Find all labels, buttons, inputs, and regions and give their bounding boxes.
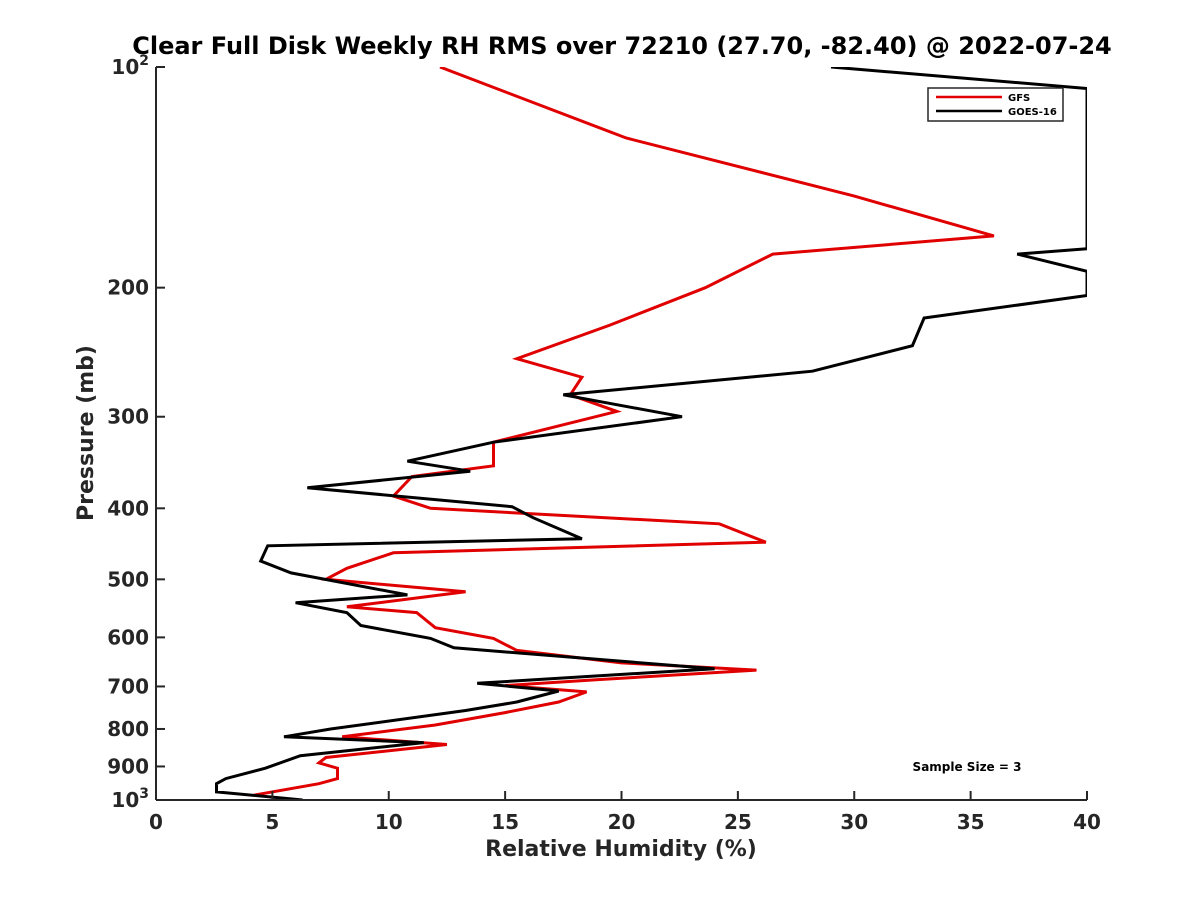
y-axis-label: Pressure (mb) <box>74 345 99 521</box>
y-tick-label: 200 <box>107 276 149 300</box>
ticks: 0 5 10 15 20 25 30 35 40102200300400500600700800… <box>107 53 1101 834</box>
sample-size-annotation: Sample Size = 3 <box>913 760 1022 774</box>
y-tick-label: 400 <box>107 496 149 520</box>
y-tick-label: 103 <box>111 786 149 812</box>
series-line-gfs <box>253 67 995 797</box>
series-layer <box>215 67 1087 800</box>
y-tick-label: 102 <box>111 53 149 79</box>
x-tick-label: 30 <box>840 810 868 834</box>
x-tick-label: 20 <box>608 810 636 834</box>
x-tick-label: 40 <box>1073 810 1101 834</box>
x-tick-label: 10 <box>375 810 403 834</box>
chart-title: Clear Full Disk Weekly RH RMS over 72210… <box>132 32 1112 60</box>
series-line-goes16 <box>215 67 1087 800</box>
y-tick-label-exponent: 2 <box>139 53 149 69</box>
legend-label-goes16: GOES-16 <box>1008 107 1057 118</box>
y-tick-label: 900 <box>107 754 149 778</box>
x-tick-label: 35 <box>957 810 985 834</box>
x-tick-label: 5 <box>265 810 279 834</box>
legend-box <box>927 87 1064 122</box>
y-tick-label: 800 <box>107 717 149 741</box>
y-tick-label: 500 <box>107 567 149 591</box>
legend: GFS GOES-16 <box>927 87 1064 122</box>
y-tick-label-exponent: 3 <box>139 786 149 802</box>
y-tick-label: 600 <box>107 625 149 649</box>
y-tick-label-base: 10 <box>111 788 139 812</box>
x-axis-label: Relative Humidity (%) <box>485 837 757 862</box>
x-tick-label: 25 <box>724 810 752 834</box>
legend-label-gfs: GFS <box>1008 93 1030 104</box>
y-tick-label-base: 10 <box>111 55 139 79</box>
x-tick-label: 15 <box>491 810 519 834</box>
y-tick-label: 300 <box>107 405 149 429</box>
y-tick-label: 700 <box>107 674 149 698</box>
x-tick-label: 0 <box>149 810 163 834</box>
